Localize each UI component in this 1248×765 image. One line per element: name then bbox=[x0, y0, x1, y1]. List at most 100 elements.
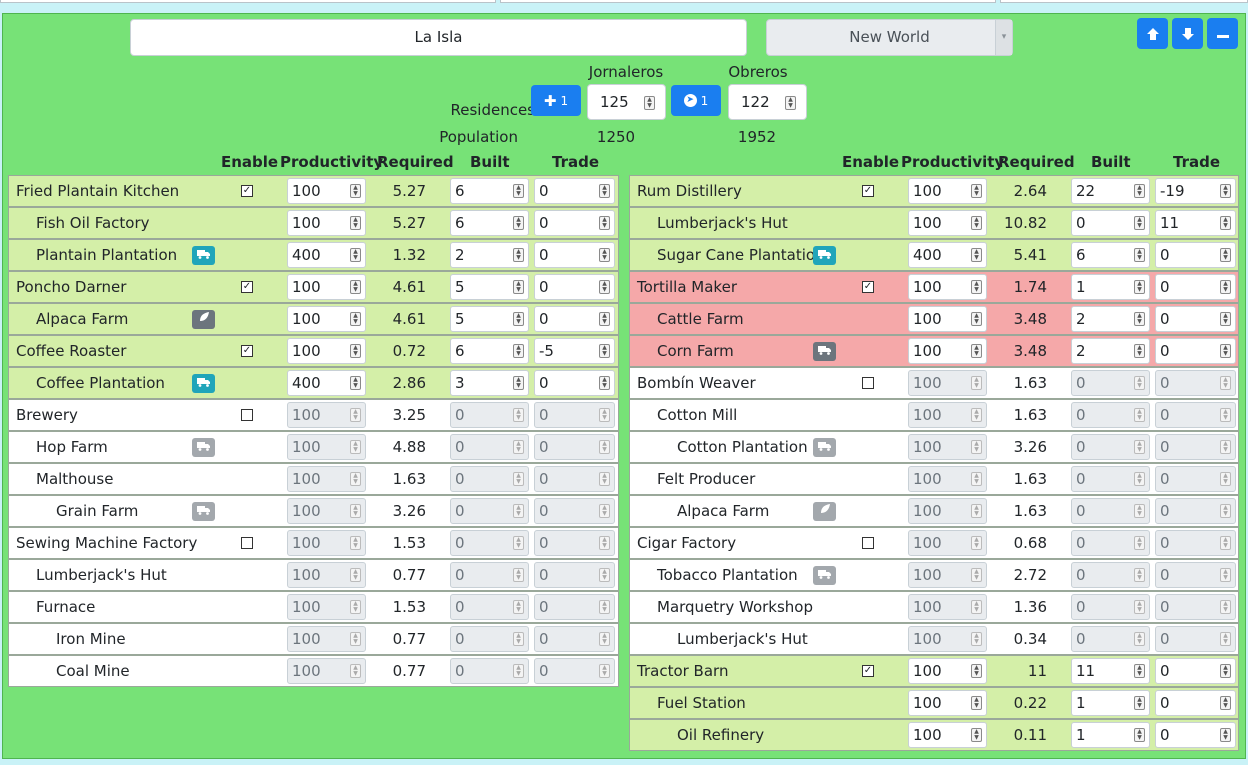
stepper-arrows-icon[interactable]: ▲ ▼ bbox=[1220, 408, 1231, 422]
stepper-arrows-icon[interactable]: ▲ ▼ bbox=[350, 248, 361, 262]
built-input[interactable]: 0 ▲ ▼ bbox=[450, 562, 529, 588]
built-input[interactable]: 0 ▲ ▼ bbox=[450, 498, 529, 524]
built-input[interactable]: 2 ▲ ▼ bbox=[1071, 306, 1150, 332]
stepper-arrows-icon[interactable]: ▲ ▼ bbox=[513, 440, 524, 454]
trade-input[interactable]: 0 ▲ ▼ bbox=[534, 562, 615, 588]
stepper-arrows-icon[interactable]: ▲ ▼ bbox=[971, 216, 982, 230]
productivity-input[interactable]: 100 ▲ ▼ bbox=[287, 402, 366, 428]
productivity-input[interactable]: 100 ▲ ▼ bbox=[908, 402, 987, 428]
enable-checkbox[interactable]: ✓ bbox=[241, 345, 253, 357]
stepper-arrows-icon[interactable]: ▲ ▼ bbox=[599, 376, 610, 390]
trade-input[interactable]: 11 ▲ ▼ bbox=[1155, 210, 1236, 236]
trade-input[interactable]: 0 ▲ ▼ bbox=[1155, 690, 1236, 716]
stepper-arrows-icon[interactable]: ▲ ▼ bbox=[350, 504, 361, 518]
leaf-icon[interactable] bbox=[813, 502, 836, 521]
built-input[interactable]: 0 ▲ ▼ bbox=[1071, 210, 1150, 236]
trade-input[interactable]: 0 ▲ ▼ bbox=[1155, 626, 1236, 652]
add-residence-button[interactable]: ✚ 1 bbox=[531, 85, 581, 116]
trade-input[interactable]: 0 ▲ ▼ bbox=[534, 274, 615, 300]
built-input[interactable]: 0 ▲ ▼ bbox=[1071, 530, 1150, 556]
truck-icon[interactable] bbox=[192, 438, 215, 457]
stepper-arrows-icon[interactable]: ▲ ▼ bbox=[599, 216, 610, 230]
trade-input[interactable]: 0 ▲ ▼ bbox=[534, 370, 615, 396]
stepper-arrows-icon[interactable]: ▲ ▼ bbox=[971, 664, 982, 678]
stepper-arrows-icon[interactable]: ▲ ▼ bbox=[971, 248, 982, 262]
region-select[interactable]: New World ▾ bbox=[766, 19, 1013, 56]
trade-input[interactable]: 0 ▲ ▼ bbox=[534, 466, 615, 492]
built-input[interactable]: 0 ▲ ▼ bbox=[450, 402, 529, 428]
built-input[interactable]: 0 ▲ ▼ bbox=[450, 530, 529, 556]
stepper-arrows-icon[interactable]: ▲ ▼ bbox=[1134, 312, 1145, 326]
stepper-arrows-icon[interactable]: ▲ ▼ bbox=[599, 504, 610, 518]
stepper-arrows-icon[interactable]: ▲ ▼ bbox=[1220, 376, 1231, 390]
stepper-arrows-icon[interactable]: ▲ ▼ bbox=[1134, 472, 1145, 486]
truck-icon[interactable] bbox=[813, 246, 836, 265]
stepper-arrows-icon[interactable]: ▲ ▼ bbox=[1134, 504, 1145, 518]
productivity-input[interactable]: 100 ▲ ▼ bbox=[287, 210, 366, 236]
trade-input[interactable]: 0 ▲ ▼ bbox=[534, 658, 615, 684]
built-input[interactable]: 0 ▲ ▼ bbox=[450, 434, 529, 460]
built-input[interactable]: 0 ▲ ▼ bbox=[1071, 562, 1150, 588]
trade-input[interactable]: 0 ▲ ▼ bbox=[534, 210, 615, 236]
enable-checkbox[interactable]: ✓ bbox=[862, 185, 874, 197]
productivity-input[interactable]: 100 ▲ ▼ bbox=[287, 434, 366, 460]
stepper-arrows-icon[interactable]: ▲ ▼ bbox=[1220, 440, 1231, 454]
stepper-arrows-icon[interactable]: ▲ ▼ bbox=[1220, 248, 1231, 262]
stepper-arrows-icon[interactable]: ▲ ▼ bbox=[599, 536, 610, 550]
built-input[interactable]: 22 ▲ ▼ bbox=[1071, 178, 1150, 204]
stepper-arrows-icon[interactable]: ▲ ▼ bbox=[350, 568, 361, 582]
stepper-arrows-icon[interactable]: ▲ ▼ bbox=[1134, 568, 1145, 582]
stepper-arrows-icon[interactable]: ▲ ▼ bbox=[513, 344, 524, 358]
productivity-input[interactable]: 100 ▲ ▼ bbox=[287, 498, 366, 524]
productivity-input[interactable]: 100 ▲ ▼ bbox=[908, 626, 987, 652]
promote-residence-button[interactable]: ➤ 1 bbox=[671, 85, 721, 116]
stepper-arrows-icon[interactable]: ▲ ▼ bbox=[971, 696, 982, 710]
truck-icon[interactable] bbox=[192, 374, 215, 393]
stepper-arrows-icon[interactable]: ▲ ▼ bbox=[1220, 504, 1231, 518]
productivity-input[interactable]: 100 ▲ ▼ bbox=[908, 210, 987, 236]
stepper-arrows-icon[interactable]: ▲ ▼ bbox=[599, 408, 610, 422]
built-input[interactable]: 0 ▲ ▼ bbox=[450, 466, 529, 492]
trade-input[interactable]: 0 ▲ ▼ bbox=[1155, 722, 1236, 748]
trade-input[interactable]: 0 ▲ ▼ bbox=[534, 178, 615, 204]
stepper-arrows-icon[interactable]: ▲ ▼ bbox=[350, 440, 361, 454]
stepper-arrows-icon[interactable]: ▲ ▼ bbox=[971, 184, 982, 198]
stepper-arrows-icon[interactable]: ▲ ▼ bbox=[971, 376, 982, 390]
productivity-input[interactable]: 100 ▲ ▼ bbox=[287, 274, 366, 300]
stepper-arrows-icon[interactable]: ▲ ▼ bbox=[1220, 312, 1231, 326]
stepper-arrows-icon[interactable]: ▲ ▼ bbox=[350, 312, 361, 326]
productivity-input[interactable]: 100 ▲ ▼ bbox=[908, 338, 987, 364]
stepper-arrows-icon[interactable]: ▲ ▼ bbox=[513, 472, 524, 486]
stepper-arrows-icon[interactable]: ▲ ▼ bbox=[599, 632, 610, 646]
stepper-arrows-icon[interactable]: ▲ ▼ bbox=[1220, 568, 1231, 582]
trade-input[interactable]: 0 ▲ ▼ bbox=[1155, 562, 1236, 588]
stepper-arrows-icon[interactable]: ▲ ▼ bbox=[971, 440, 982, 454]
enable-checkbox[interactable] bbox=[241, 409, 253, 421]
built-input[interactable]: 3 ▲ ▼ bbox=[450, 370, 529, 396]
stepper-arrows-icon[interactable]: ▲ ▼ bbox=[971, 312, 982, 326]
stepper-arrows-icon[interactable]: ▲ ▼ bbox=[350, 376, 361, 390]
stepper-arrows-icon[interactable]: ▲ ▼ bbox=[1220, 632, 1231, 646]
trade-input[interactable]: 0 ▲ ▼ bbox=[1155, 338, 1236, 364]
productivity-input[interactable]: 100 ▲ ▼ bbox=[287, 178, 366, 204]
truck-icon[interactable] bbox=[813, 438, 836, 457]
productivity-input[interactable]: 400 ▲ ▼ bbox=[908, 242, 987, 268]
stepper-arrows-icon[interactable]: ▲ ▼ bbox=[1134, 248, 1145, 262]
trade-input[interactable]: 0 ▲ ▼ bbox=[534, 434, 615, 460]
stepper-arrows-icon[interactable]: ▲ ▼ bbox=[350, 280, 361, 294]
built-input[interactable]: 0 ▲ ▼ bbox=[1071, 370, 1150, 396]
productivity-input[interactable]: 100 ▲ ▼ bbox=[908, 370, 987, 396]
productivity-input[interactable]: 100 ▲ ▼ bbox=[287, 594, 366, 620]
enable-checkbox[interactable] bbox=[862, 537, 874, 549]
built-input[interactable]: 0 ▲ ▼ bbox=[1071, 626, 1150, 652]
productivity-input[interactable]: 100 ▲ ▼ bbox=[908, 562, 987, 588]
trade-input[interactable]: 0 ▲ ▼ bbox=[534, 242, 615, 268]
trade-input[interactable]: -19 ▲ ▼ bbox=[1155, 178, 1236, 204]
built-input[interactable]: 5 ▲ ▼ bbox=[450, 274, 529, 300]
trade-input[interactable]: 0 ▲ ▼ bbox=[1155, 658, 1236, 684]
trade-input[interactable]: 0 ▲ ▼ bbox=[1155, 274, 1236, 300]
enable-checkbox[interactable] bbox=[862, 377, 874, 389]
stepper-arrows-icon[interactable]: ▲ ▼ bbox=[513, 600, 524, 614]
trade-input[interactable]: 0 ▲ ▼ bbox=[1155, 594, 1236, 620]
stepper-arrows-icon[interactable]: ▲ ▼ bbox=[1134, 216, 1145, 230]
